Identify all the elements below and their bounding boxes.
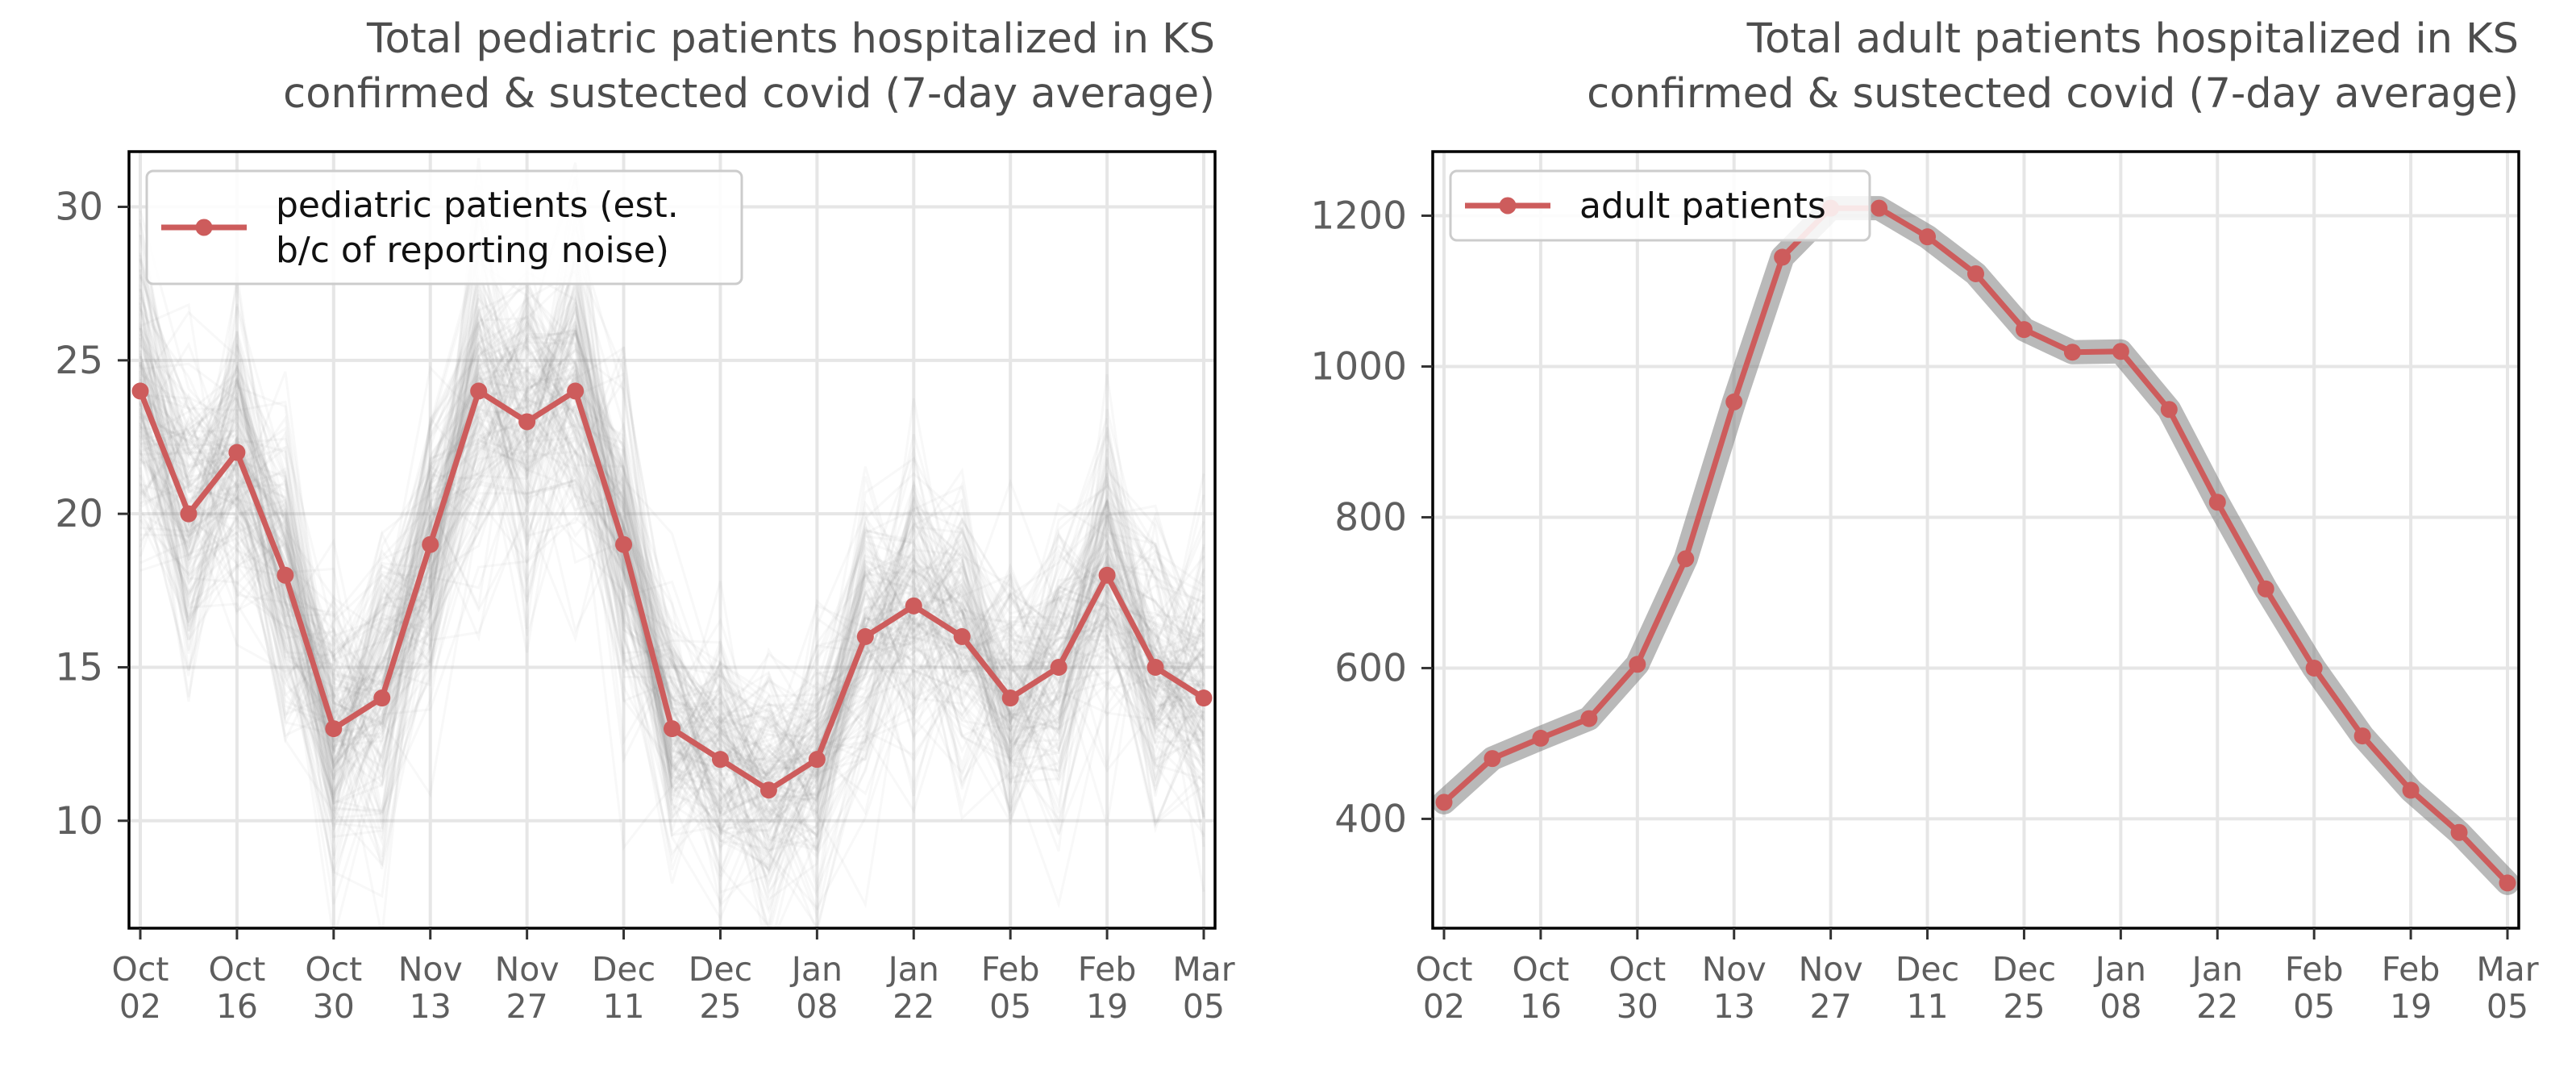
data-point: [1532, 729, 1550, 747]
data-point: [1050, 658, 1067, 676]
x-tick-label: Oct 02: [1416, 950, 1473, 1026]
legend-swatch-marker: [1499, 197, 1517, 215]
panel-1: 400 600 800 1000 1200 Oct 02 Oct 16 Oct 30 Nov 13 Nov…: [1310, 15, 2538, 1026]
x-tick-label: Jan 22: [886, 950, 939, 1026]
x-tick-label: Dec 25: [1992, 950, 2056, 1026]
panel-0: 10 15 20 25 30 Oct 02 Oct 16 Oct 30 Nov 13 Nov 27 Dec 11…: [55, 15, 1235, 1026]
data-point: [2063, 344, 2081, 361]
y-tick-label: 600: [1334, 646, 1407, 690]
data-point: [1580, 710, 1598, 727]
x-tick-label: Jan 08: [2093, 950, 2146, 1026]
data-point: [2015, 321, 2033, 339]
data-point: [470, 382, 488, 400]
data-point: [180, 505, 198, 523]
data-point: [1195, 689, 1213, 707]
grid: [1433, 152, 2519, 928]
data-point: [228, 444, 246, 461]
data-point: [1484, 750, 1501, 768]
x-tick-label: Oct 02: [112, 950, 169, 1026]
data-point: [856, 627, 874, 645]
x-tick-label: Dec 11: [1896, 950, 1959, 1026]
y-tick-label: 400: [1334, 797, 1407, 841]
x-tick-label: Oct 30: [1608, 950, 1666, 1026]
data-point: [615, 535, 633, 553]
y-tick-label: 25: [55, 339, 103, 383]
x-tick-label: Feb 05: [2285, 950, 2344, 1026]
x-tick-label: Mar 05: [1172, 950, 1234, 1026]
data-point: [1098, 566, 1116, 584]
legend-label: adult patients: [1579, 185, 1826, 227]
y-tick-label: 1200: [1310, 194, 1407, 238]
data-point: [1147, 658, 1164, 676]
chart-title-line: Total pediatric patients hospitalized in…: [366, 15, 1215, 63]
axes-frame: [1431, 150, 2520, 930]
data-point: [1919, 228, 1937, 246]
uncertainty-band: [1433, 196, 2519, 895]
data-point: [518, 413, 536, 431]
x-tick-label: Feb 05: [981, 950, 1040, 1026]
x-tick-label: Feb 19: [1078, 950, 1137, 1026]
x-tick-label: Jan 08: [789, 950, 843, 1026]
x-tick-label: Nov 13: [1702, 950, 1767, 1026]
data-point: [373, 689, 391, 707]
x-tick-label: Oct 30: [305, 950, 362, 1026]
data-point: [808, 751, 826, 769]
data-point: [1871, 199, 1888, 217]
x-tick-label: Feb 19: [2382, 950, 2441, 1026]
data-point: [277, 566, 294, 584]
x-tick-label: Dec 11: [592, 950, 655, 1026]
data-point: [2305, 659, 2323, 677]
data-point: [2450, 823, 2468, 841]
x-tick-label: Jan 22: [2190, 950, 2243, 1026]
data-point: [759, 781, 777, 799]
data-point: [2160, 401, 2178, 419]
data-point: [2208, 494, 2226, 511]
uncertainty-band: [139, 158, 1205, 928]
data-point: [1435, 794, 1453, 811]
data-point: [1677, 550, 1695, 568]
x-tick-label: Mar 05: [2476, 950, 2538, 1026]
data-point: [664, 720, 680, 738]
axes-frame: [127, 150, 1217, 930]
data-point: [1967, 265, 1984, 282]
chart-title-line: confirmed & sustected covid (7-day avera…: [1587, 70, 2519, 118]
data-point: [325, 720, 343, 738]
data-point: [1629, 656, 1646, 673]
y-tick-label: 800: [1334, 495, 1407, 540]
data-point: [1774, 248, 1792, 266]
x-tick-label: Dec 25: [689, 950, 752, 1026]
chart-title-line: confirmed & sustected covid (7-day avera…: [283, 70, 1215, 118]
x-tick-label: Oct 16: [1512, 950, 1569, 1026]
data-point: [2112, 343, 2129, 360]
data-point: [2499, 874, 2516, 892]
data-point: [905, 597, 922, 614]
data-point: [422, 535, 439, 553]
data-point: [953, 627, 971, 645]
data-point: [711, 751, 729, 769]
y-tick-label: 1000: [1310, 344, 1407, 389]
data-point: [2353, 727, 2371, 745]
data-point: [2402, 781, 2420, 799]
data-point: [131, 382, 149, 400]
data-point: [1001, 689, 1019, 707]
y-tick-label: 20: [55, 492, 103, 536]
chart-title-line: Total adult patients hospitalized in KS: [1746, 15, 2519, 63]
y-tick-label: 10: [55, 799, 103, 844]
series-line: [1442, 205, 2510, 885]
x-tick-label: Oct 16: [208, 950, 265, 1026]
x-tick-label: Nov 27: [1799, 950, 1863, 1026]
legend: pediatric patients (est. b/c of reporting…: [145, 169, 743, 285]
legend: adult patients: [1449, 169, 1871, 242]
data-point: [2257, 580, 2274, 598]
data-point: [567, 382, 585, 400]
legend-swatch-marker: [195, 219, 213, 236]
legend-label: pediatric patients (est. b/c of reporting…: [276, 185, 679, 271]
data-point: [1725, 393, 1743, 410]
y-tick-label: 15: [55, 645, 103, 689]
x-tick-label: Nov 27: [495, 950, 560, 1026]
x-tick-label: Nov 13: [398, 950, 463, 1026]
y-tick-label: 30: [55, 185, 103, 230]
